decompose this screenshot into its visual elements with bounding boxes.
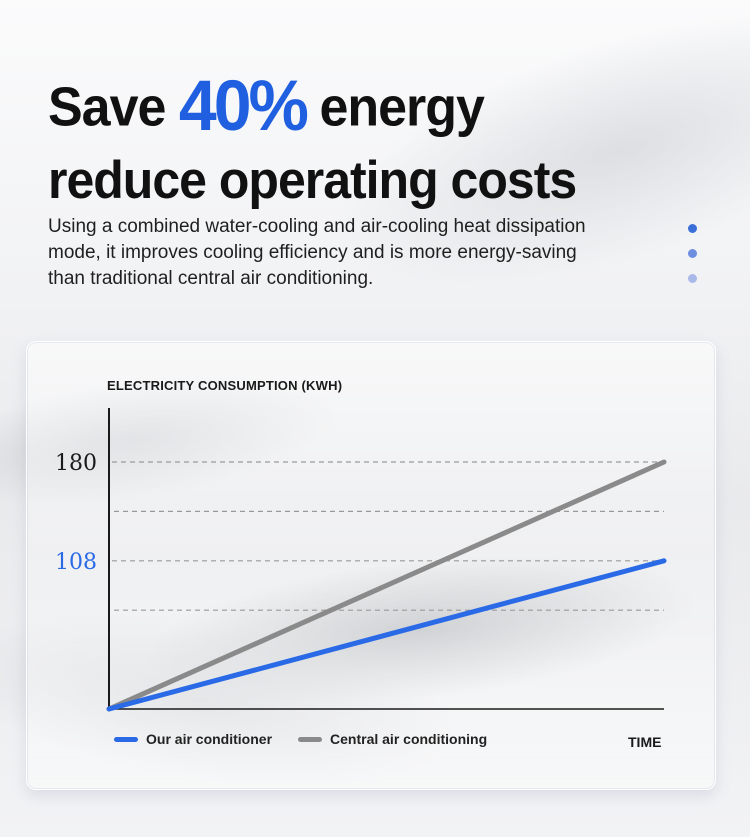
headline-prefix: Save (48, 77, 179, 139)
y-tick-labels: 180 108 (55, 451, 97, 575)
y-axis-label: ELECTRICITY CONSUMPTION (KWH) (107, 378, 343, 393)
chart-card (26, 341, 716, 790)
indicator-dot-1[interactable] (688, 224, 697, 233)
y-tick-label: 108 (55, 550, 97, 575)
series-lines (106, 459, 667, 712)
headline: Save 40% energy reduce operating costs (48, 70, 577, 210)
description-text: Using a combined water-cooling and air-c… (48, 216, 586, 289)
headline-line-2: reduce operating costs (48, 150, 577, 210)
page-indicator (688, 224, 697, 299)
legend-swatch-gray (298, 736, 323, 742)
gridlines (109, 461, 664, 710)
indicator-dot-2[interactable] (688, 249, 697, 258)
legend-item-central-air-conditioning: Central air conditioning (298, 731, 487, 747)
legend-label: Our air conditioner (146, 731, 273, 747)
indicator-dot-3[interactable] (688, 274, 697, 283)
chart-legend: Our air conditioner Central air conditio… (114, 731, 513, 747)
series-line-central-air-conditioning (106, 459, 667, 712)
series-line-our-air-conditioner (106, 558, 667, 712)
headline-line-1: Save 40% energy (48, 70, 576, 141)
y-tick-label: 180 (55, 451, 97, 476)
x-axis-label: TIME (628, 734, 662, 750)
headline-suffix: energy (306, 77, 485, 139)
legend-label: Central air conditioning (330, 731, 488, 747)
legend-swatch-blue (114, 736, 138, 742)
legend-item-our-air-conditioner: Our air conditioner (114, 731, 272, 747)
headline-percentage: 40% (178, 65, 309, 146)
